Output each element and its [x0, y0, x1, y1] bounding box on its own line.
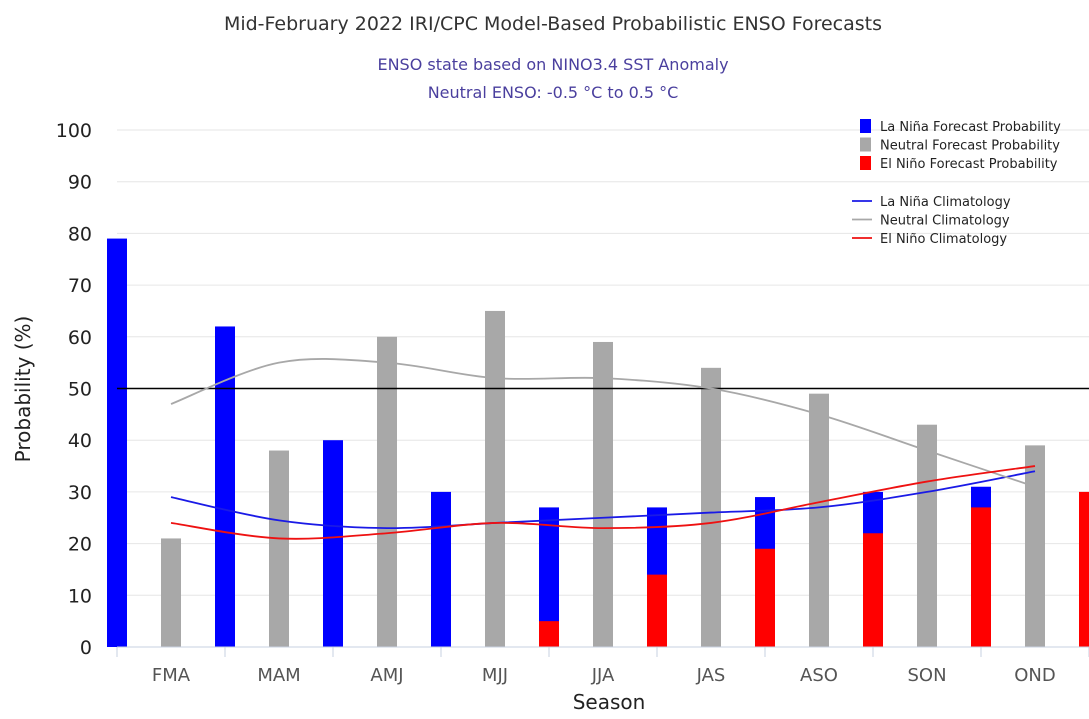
bar	[755, 548, 775, 647]
y-tick-label: 90	[68, 172, 92, 194]
bar	[647, 574, 667, 647]
x-tick-label: AMJ	[370, 665, 403, 686]
x-axis-title: Season	[573, 690, 646, 714]
x-tick-label: MAM	[257, 665, 300, 686]
legend-swatch	[860, 137, 871, 152]
legend-swatch	[860, 156, 871, 170]
y-axis-title: Probability (%)	[11, 316, 35, 463]
x-tick-label: SON	[907, 665, 946, 686]
bar	[323, 440, 343, 647]
chart-subtitle-line-1: ENSO state based on NINO3.4 SST Anomaly	[377, 55, 728, 74]
bar	[269, 450, 289, 647]
y-tick-label: 0	[80, 637, 92, 659]
bar	[971, 507, 991, 647]
bar	[107, 238, 127, 647]
y-tick-label: 70	[68, 275, 92, 297]
x-tick-label: FMA	[152, 665, 191, 686]
legend-label: El Niño Climatology	[880, 232, 1007, 247]
legend-swatch	[860, 119, 871, 133]
bar	[377, 336, 397, 647]
y-tick-label: 100	[56, 120, 92, 142]
y-tick-label: 80	[68, 223, 92, 245]
y-tick-label: 10	[68, 585, 92, 607]
bars	[107, 238, 1089, 647]
bar	[701, 367, 721, 647]
legend-label: Neutral Climatology	[880, 214, 1010, 229]
bar	[161, 538, 181, 647]
climatology-line	[170, 465, 1036, 540]
chart-subtitle-line-2: Neutral ENSO: -0.5 °C to 0.5 °C	[428, 83, 679, 102]
climatology-line	[170, 470, 1036, 530]
legend-label: El Niño Forecast Probability	[880, 157, 1058, 172]
bar	[1025, 445, 1045, 647]
legend-label: Neutral Forecast Probability	[880, 139, 1060, 154]
x-tick-label: OND	[1014, 665, 1056, 686]
bar	[1079, 491, 1089, 647]
bar	[917, 424, 937, 647]
y-axis-ticks: 0 10 20 30 40 50 60 70 80 90 100	[56, 120, 92, 659]
bar	[539, 507, 559, 647]
bar	[809, 393, 829, 647]
x-tick-label: ASO	[800, 665, 838, 686]
legend-label: La Niña Forecast Probability	[880, 120, 1061, 135]
bar	[593, 341, 613, 647]
x-axis-ticks: FMA MAM AMJ MJJ JJA JAS ASO SON OND	[116, 646, 1089, 686]
x-tick-label: MJJ	[482, 665, 508, 686]
x-tick-label: JAS	[696, 665, 726, 686]
y-tick-label: 20	[68, 534, 92, 556]
y-tick-label: 40	[68, 430, 92, 452]
bar	[539, 621, 559, 647]
climatology-line	[170, 358, 1036, 488]
bar	[863, 533, 883, 647]
y-tick-label: 30	[68, 482, 92, 504]
bar	[485, 310, 505, 647]
bar	[215, 326, 235, 647]
chart-title: Mid-February 2022 IRI/CPC Model-Based Pr…	[224, 13, 882, 35]
bar	[431, 491, 451, 647]
x-tick-label: JJA	[591, 665, 615, 686]
legend: La Niña Forecast Probability Neutral Fore…	[852, 119, 1061, 247]
y-tick-label: 50	[68, 379, 92, 401]
legend-label: La Niña Climatology	[880, 195, 1011, 210]
y-tick-label: 60	[68, 327, 92, 349]
climatology-lines	[170, 358, 1036, 540]
